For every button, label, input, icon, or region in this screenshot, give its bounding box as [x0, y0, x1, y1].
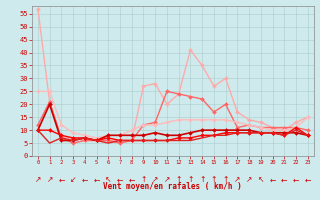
Text: ←: ← [293, 175, 299, 184]
Text: ↑: ↑ [187, 175, 194, 184]
Text: ↑: ↑ [140, 175, 147, 184]
Text: ↗: ↗ [35, 175, 41, 184]
Text: ←: ← [269, 175, 276, 184]
Text: ↑: ↑ [211, 175, 217, 184]
X-axis label: Vent moyen/en rafales ( km/h ): Vent moyen/en rafales ( km/h ) [103, 182, 242, 191]
Text: ↗: ↗ [164, 175, 170, 184]
Text: ↙: ↙ [70, 175, 76, 184]
Text: ↑: ↑ [222, 175, 229, 184]
Text: ←: ← [58, 175, 65, 184]
Text: ↖: ↖ [105, 175, 111, 184]
Text: ↗: ↗ [246, 175, 252, 184]
Text: ↑: ↑ [199, 175, 205, 184]
Text: ←: ← [305, 175, 311, 184]
Text: ←: ← [93, 175, 100, 184]
Text: ←: ← [129, 175, 135, 184]
Text: ↗: ↗ [152, 175, 158, 184]
Text: ←: ← [281, 175, 287, 184]
Text: ↖: ↖ [258, 175, 264, 184]
Text: ↑: ↑ [175, 175, 182, 184]
Text: ←: ← [82, 175, 88, 184]
Text: ↗: ↗ [234, 175, 241, 184]
Text: ←: ← [117, 175, 123, 184]
Text: ↗: ↗ [46, 175, 53, 184]
